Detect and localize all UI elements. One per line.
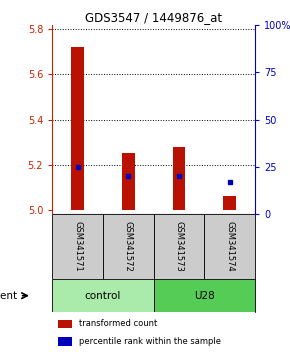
Text: transformed count: transformed count: [79, 319, 157, 328]
Title: GDS3547 / 1449876_at: GDS3547 / 1449876_at: [85, 11, 222, 24]
Bar: [71, 47, 84, 210]
Bar: [52, 279, 154, 312]
Bar: [58, 337, 72, 346]
Bar: [103, 214, 154, 279]
Bar: [154, 214, 204, 279]
Bar: [173, 147, 185, 210]
Bar: [122, 153, 135, 210]
Bar: [204, 214, 255, 279]
Text: control: control: [85, 291, 121, 301]
Text: percentile rank within the sample: percentile rank within the sample: [79, 337, 221, 346]
Text: GSM341574: GSM341574: [225, 222, 234, 272]
Text: GSM341572: GSM341572: [124, 222, 133, 272]
Text: GSM341571: GSM341571: [73, 222, 82, 272]
Bar: [58, 320, 72, 328]
Bar: [154, 279, 255, 312]
Bar: [52, 214, 103, 279]
Text: GSM341573: GSM341573: [175, 221, 184, 272]
Bar: [224, 196, 236, 210]
Text: agent: agent: [0, 291, 18, 301]
Text: U28: U28: [194, 291, 215, 301]
